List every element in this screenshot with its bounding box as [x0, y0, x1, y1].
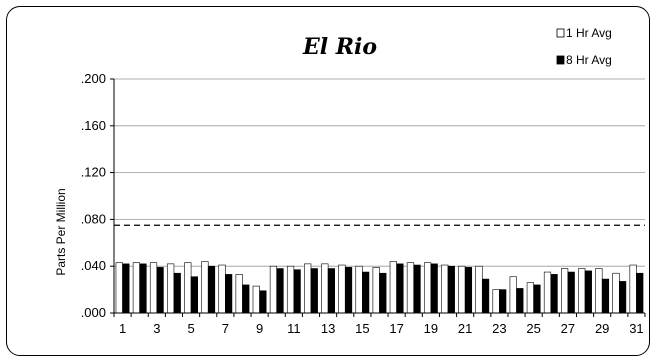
- bar-8hr-avg: [225, 274, 233, 314]
- bar-1hr-avg: [629, 264, 637, 314]
- bar-8hr-avg: [327, 268, 336, 314]
- bar-1hr-avg: [423, 262, 432, 314]
- bar-1hr-avg: [595, 268, 603, 314]
- x-tick-labels: 1 3 5 7 9 11 13 15 17 19 21 23 25 27 29 31: [119, 321, 644, 336]
- bar-1hr-avg: [201, 261, 209, 314]
- y-tick-label: .200: [81, 71, 106, 86]
- bar-1hr-avg: [338, 264, 346, 314]
- x-tick-label: 9: [256, 321, 263, 336]
- bar-8hr-avg: [362, 271, 370, 314]
- bar-1hr-avg: [304, 263, 312, 314]
- bar-8hr-avg: [584, 270, 592, 314]
- bar-1hr-avg: [269, 265, 278, 314]
- bar-8hr-avg: [413, 264, 421, 314]
- x-tick-label: 25: [526, 321, 540, 336]
- x-tick-label: 17: [389, 321, 403, 336]
- y-tick-label: .160: [81, 118, 106, 133]
- bar-1hr-avg: [458, 265, 466, 314]
- bar-1hr-avg: [321, 263, 329, 314]
- bar-1hr-avg: [167, 263, 175, 314]
- bar-1hr-avg: [475, 265, 483, 314]
- bar-8hr-avg: [242, 284, 250, 314]
- legend-label-8hr: 8 Hr Avg: [566, 53, 612, 67]
- bar-8hr-avg: [499, 289, 507, 314]
- x-tick-label: 1: [119, 321, 126, 336]
- bar-1hr-avg: [492, 289, 500, 314]
- bar-8hr-avg: [533, 284, 541, 314]
- bar-8hr-avg: [173, 272, 181, 314]
- bar-1hr-avg: [132, 262, 140, 314]
- bar-1hr-avg: [578, 268, 586, 314]
- legend-swatch-1hr: [556, 28, 565, 38]
- y-tick-label: .000: [81, 305, 106, 320]
- x-tick-label: 11: [287, 321, 301, 336]
- x-tick-label: 7: [222, 321, 229, 336]
- x-tick-label: 31: [629, 321, 643, 336]
- x-tick-label: 3: [153, 321, 160, 336]
- bar-8hr-avg: [464, 267, 473, 314]
- bar-1hr-avg: [115, 262, 123, 314]
- bar-1hr-avg: [372, 267, 380, 314]
- x-tick-label: 27: [561, 321, 575, 336]
- bar-8hr-avg: [447, 265, 455, 314]
- bar-1hr-avg: [149, 262, 158, 314]
- x-tick-label: 23: [492, 321, 506, 336]
- chart-title: El Rio: [302, 34, 377, 60]
- bar-1hr-avg: [561, 268, 569, 314]
- bar-8hr-avg: [481, 278, 490, 314]
- bar-8hr-avg: [601, 278, 610, 314]
- bars: [115, 261, 644, 314]
- x-tick-label: 19: [424, 321, 438, 336]
- bar-8hr-avg: [156, 267, 164, 314]
- y-tick-label: .080: [81, 211, 106, 226]
- bar-8hr-avg: [516, 288, 524, 314]
- bar-1hr-avg: [389, 261, 397, 314]
- bar-1hr-avg: [355, 265, 363, 314]
- bar-1hr-avg: [235, 274, 243, 314]
- bar-8hr-avg: [293, 269, 301, 314]
- bar-8hr-avg: [619, 281, 627, 314]
- bar-1hr-avg: [509, 276, 517, 314]
- bar-8hr-avg: [207, 265, 216, 314]
- bar-1hr-avg: [184, 262, 192, 314]
- x-tick-label: 13: [321, 321, 335, 336]
- y-tick-label: .040: [81, 258, 106, 273]
- axes: [110, 78, 646, 317]
- bar-8hr-avg: [310, 268, 318, 314]
- y-axis-label: Parts Per Million: [54, 188, 68, 275]
- legend-label-1hr: 1 Hr Avg: [566, 26, 612, 40]
- bar-8hr-avg: [567, 271, 575, 314]
- bar-8hr-avg: [379, 272, 387, 314]
- bar-1hr-avg: [406, 262, 415, 314]
- bar-8hr-avg: [139, 263, 147, 314]
- y-tick-labels: .000 .040 .080 .120 .160 .200: [81, 71, 106, 320]
- y-tick-label: .120: [81, 165, 106, 180]
- bar-1hr-avg: [218, 264, 226, 314]
- bar-8hr-avg: [396, 263, 404, 314]
- bar-1hr-avg: [286, 265, 295, 314]
- x-tick-label: 21: [458, 321, 472, 336]
- legend: 1 Hr Avg 8 Hr Avg: [556, 26, 612, 67]
- bar-8hr-avg: [259, 290, 267, 314]
- bar-1hr-avg: [526, 282, 534, 314]
- gridlines: [114, 78, 645, 267]
- bar-8hr-avg: [344, 267, 353, 314]
- bar-8hr-avg: [190, 276, 198, 314]
- bar-8hr-avg: [276, 268, 284, 314]
- bar-8hr-avg: [550, 274, 558, 314]
- x-tick-label: 29: [595, 321, 609, 336]
- bar-8hr-avg: [430, 263, 438, 314]
- bar-8hr-avg: [636, 272, 644, 314]
- x-tick-label: 15: [355, 321, 369, 336]
- bar-8hr-avg: [122, 263, 130, 314]
- x-tick-label: 5: [187, 321, 194, 336]
- bar-1hr-avg: [441, 264, 449, 314]
- legend-swatch-8hr: [556, 55, 565, 65]
- bar-1hr-avg: [543, 271, 552, 314]
- bar-1hr-avg: [252, 285, 260, 314]
- bar-1hr-avg: [612, 272, 620, 314]
